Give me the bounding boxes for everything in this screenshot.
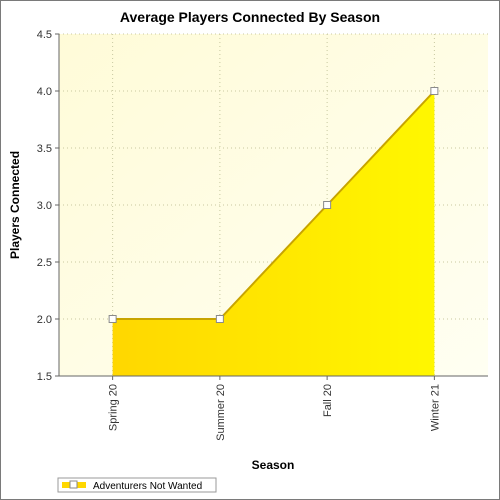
- y-tick-label: 3.5: [37, 143, 52, 155]
- x-axis-ticks: Spring 20 Summer 20 Fall 20 Winter 21: [108, 376, 441, 441]
- legend-box: [57, 477, 217, 493]
- legend: Adventurers Not Wanted: [57, 477, 217, 493]
- x-tick-label: Summer 20: [215, 384, 227, 441]
- y-axis-label: Players Connected: [8, 151, 22, 259]
- data-point: [108, 315, 117, 323]
- series-area-fill: [112, 91, 435, 376]
- legend-marker: [69, 480, 78, 489]
- y-tick-label: 4.0: [37, 86, 52, 98]
- data-point: [215, 315, 224, 323]
- data-markers: [108, 87, 439, 323]
- series-line: [112, 90, 436, 320]
- legend-entry: Adventurers Not Wanted: [93, 481, 202, 492]
- y-tick-label: 1.5: [37, 371, 52, 383]
- y-tick-label: 3.0: [37, 200, 52, 212]
- x-axis-label: Season: [252, 458, 295, 472]
- y-tick-label: 2.5: [37, 257, 52, 269]
- y-tick-label: 2.0: [37, 314, 52, 326]
- data-point: [430, 87, 439, 95]
- series-area: [112, 90, 436, 376]
- x-tick-label: Winter 21: [429, 384, 441, 431]
- chart-title: Average Players Connected By Season: [120, 9, 380, 25]
- x-tick-label: Spring 20: [108, 384, 120, 431]
- x-tick-label: Fall 20: [322, 384, 334, 417]
- y-axis-ticks: 1.5 2.0 2.5 3.0 3.5 4.0 4.5: [37, 29, 59, 383]
- y-tick-label: 4.5: [37, 29, 52, 41]
- data-point: [323, 201, 332, 209]
